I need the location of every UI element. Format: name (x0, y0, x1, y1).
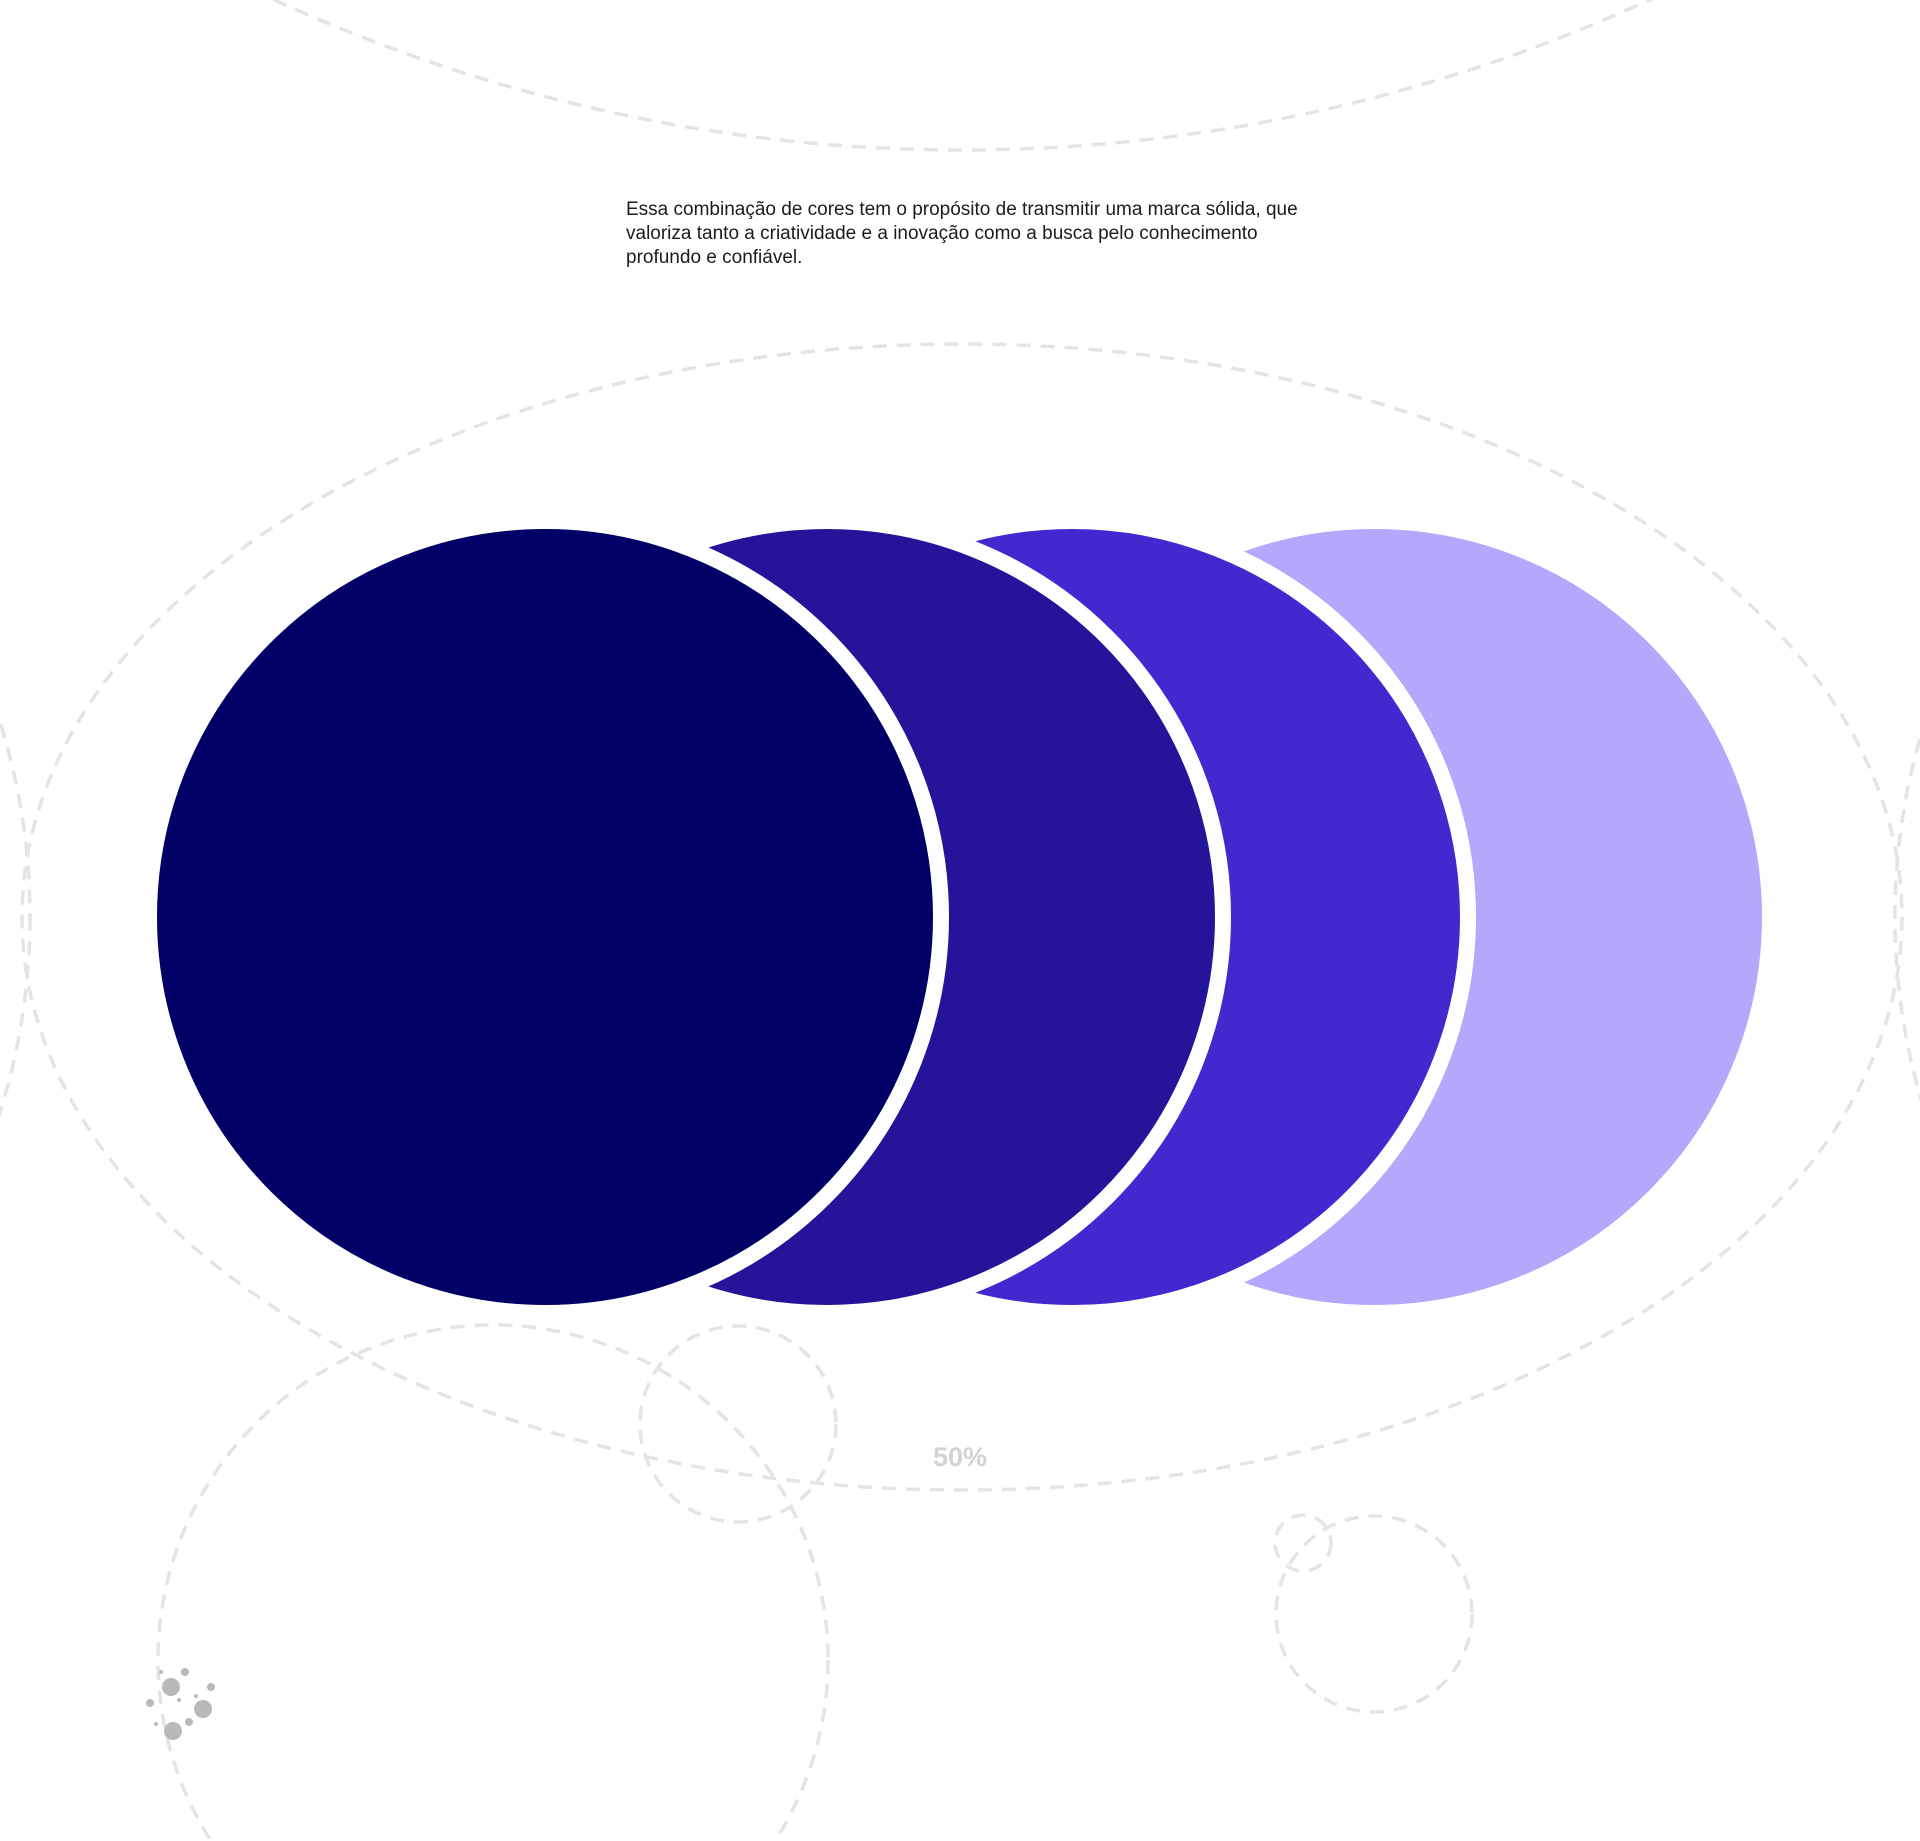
guide-arc-top (271, 0, 1653, 152)
guide-circle-bottom-left (156, 1323, 830, 1841)
guide-arc-right (1893, 732, 1920, 1102)
guide-circle-small-b (1274, 1514, 1474, 1714)
swatch-group (141, 513, 1778, 1321)
guide-circle-small-a (638, 1324, 838, 1524)
palette-description: Essa combinação de cores tem o propósito… (626, 199, 1298, 268)
guide-circle-tiny (1273, 1513, 1333, 1573)
guide-ellipse-main (20, 342, 1904, 1492)
swatch-navy (141, 513, 949, 1321)
dots-cluster-icon (146, 1668, 215, 1740)
percent-label: 50% (932, 1442, 988, 1472)
guide-arc-left (0, 716, 32, 1118)
